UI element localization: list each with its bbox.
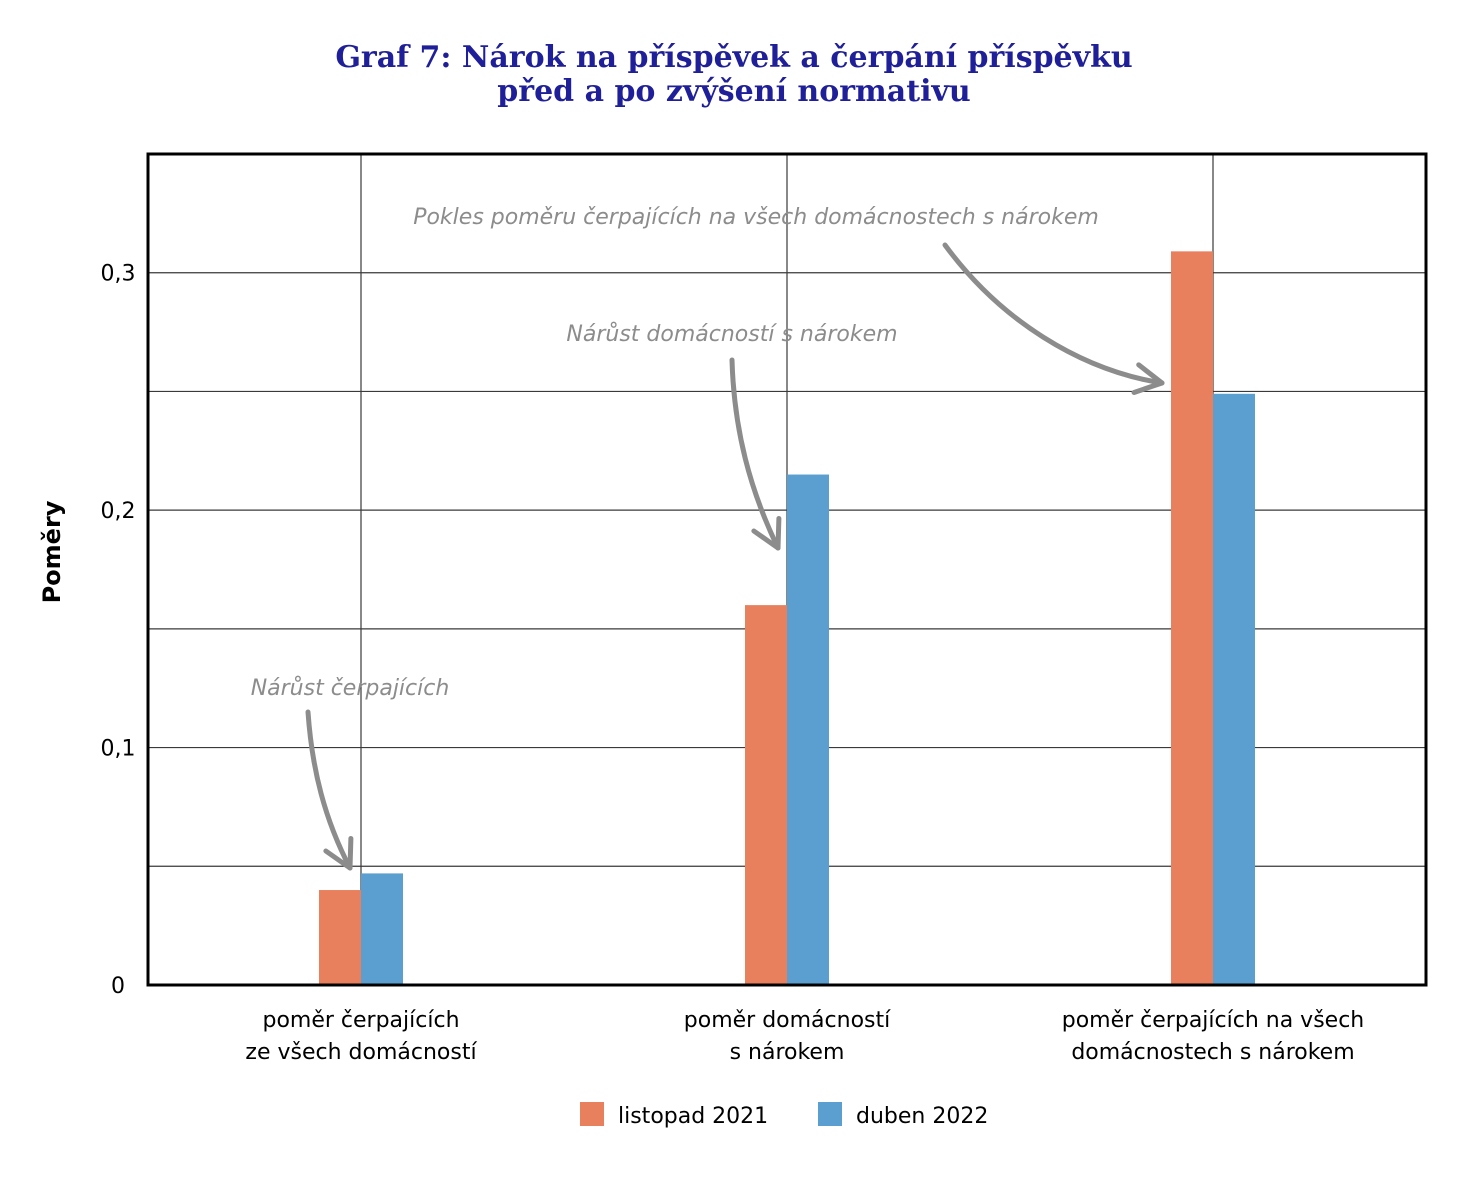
- category-label: poměr domácností: [684, 1008, 891, 1033]
- annotation-arrowhead: [751, 515, 782, 551]
- legend-swatch: [818, 1102, 842, 1126]
- annotation-arrow: [305, 709, 353, 871]
- annotation-text: Nárůst čerpajících: [251, 675, 450, 701]
- chart-title-line: Graf 7: Nárok na příspěvek a čerpání pří…: [335, 40, 1132, 75]
- annotation-arrow: [942, 242, 1165, 386]
- legend-label: duben 2022: [856, 1104, 988, 1129]
- category-label: s nárokem: [730, 1040, 845, 1065]
- category-label: poměr čerpajících: [262, 1008, 459, 1033]
- bar-duben-2022-2: [1213, 393, 1255, 985]
- bar-duben-2022-0: [361, 873, 403, 985]
- y-axis-label: Poměry: [38, 500, 66, 603]
- annotation-text: Pokles poměru čerpajících na všech domác…: [413, 205, 1099, 230]
- bar-duben-2022-1: [787, 474, 829, 985]
- y-tick-label: 0: [111, 974, 125, 999]
- category-label: domácnostech s nárokem: [1071, 1040, 1354, 1065]
- plot-frame: [146, 152, 1428, 987]
- bar-listopad-2021-1: [745, 605, 787, 985]
- chart-title-line: před a po zvýšení normativu: [497, 74, 970, 109]
- legend-swatch: [580, 1102, 604, 1126]
- annotation-arrow: [729, 357, 781, 551]
- annotation-arrowhead: [1131, 362, 1165, 395]
- y-tick-label: 0,1: [101, 737, 136, 762]
- y-tick-label: 0,3: [101, 262, 136, 287]
- y-tick-label: 0,2: [101, 499, 136, 524]
- bar-listopad-2021-2: [1171, 251, 1213, 986]
- annotation-text: Nárůst domácností s nárokem: [566, 321, 897, 347]
- category-label: poměr čerpajících na všech: [1062, 1008, 1365, 1033]
- annotation-arrowhead: [323, 835, 354, 871]
- bar-listopad-2021-0: [319, 890, 361, 985]
- legend-label: listopad 2021: [618, 1104, 768, 1129]
- category-label: ze všech domácností: [245, 1040, 477, 1065]
